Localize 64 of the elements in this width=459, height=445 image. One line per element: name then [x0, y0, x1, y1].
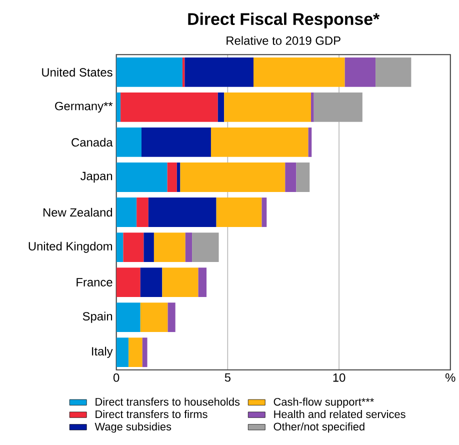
bar — [296, 162, 310, 192]
bar — [140, 267, 162, 297]
bar — [116, 92, 121, 122]
bar — [154, 232, 186, 262]
y-tick-label: Japan — [80, 172, 112, 182]
bar — [185, 232, 192, 262]
legend-label: Other/not specified — [274, 422, 364, 432]
y-tick-label: Italy — [92, 346, 113, 358]
bar — [198, 267, 207, 297]
bar — [116, 57, 182, 87]
bar — [120, 92, 218, 122]
bar — [314, 92, 362, 122]
bar — [210, 127, 308, 157]
bar — [254, 57, 345, 87]
y-tick-label: France — [76, 278, 112, 286]
bar — [116, 197, 137, 227]
y-tick-label: United States — [42, 68, 112, 76]
bar — [176, 162, 180, 192]
bar — [262, 197, 267, 227]
legend-label: Direct transfers to households — [96, 397, 240, 406]
bar — [224, 92, 311, 122]
bar — [344, 57, 376, 87]
bar — [136, 197, 148, 227]
bar — [148, 197, 216, 227]
bar — [218, 92, 224, 122]
bar — [116, 267, 140, 297]
bar — [310, 92, 314, 122]
legend-label: Wage subsidies — [94, 422, 172, 432]
bar — [192, 232, 219, 262]
bar — [162, 267, 198, 297]
bar — [140, 302, 168, 332]
bar — [376, 57, 412, 87]
bar — [141, 127, 211, 157]
y-tick-label: Germany** — [55, 102, 113, 112]
bar — [116, 162, 168, 192]
bar — [167, 162, 177, 192]
bar — [116, 337, 129, 367]
bar — [216, 197, 262, 227]
legend-label: Cash-flow support*** — [274, 397, 374, 408]
y-tick-label: Spain — [82, 312, 112, 323]
x-tick-label: % — [446, 373, 456, 382]
bar — [116, 302, 140, 332]
bar — [144, 232, 154, 262]
bar — [116, 232, 124, 262]
chart-subtitle: Relative to 2019 GDP — [226, 36, 340, 45]
legend-label: Direct transfers to firms — [96, 410, 208, 418]
x-tick-label: 0 — [113, 373, 120, 382]
y-tick-label: Canada — [72, 138, 113, 146]
bar — [308, 127, 312, 157]
chart-title: Direct Fiscal Response* — [188, 12, 380, 28]
bar — [128, 337, 142, 367]
legend-label: Health and related services — [274, 410, 406, 418]
y-tick-label: New Zealand — [44, 208, 112, 216]
bar — [285, 162, 296, 192]
bar — [123, 232, 144, 262]
x-tick-label: 10 — [333, 373, 346, 382]
bar — [116, 127, 142, 157]
y-tick-label: United Kingdom — [28, 242, 112, 253]
bar — [180, 162, 286, 192]
bar — [142, 337, 148, 367]
x-tick-label: 5 — [224, 373, 230, 382]
bar — [182, 57, 185, 87]
bar — [168, 302, 176, 332]
bar — [184, 57, 254, 87]
